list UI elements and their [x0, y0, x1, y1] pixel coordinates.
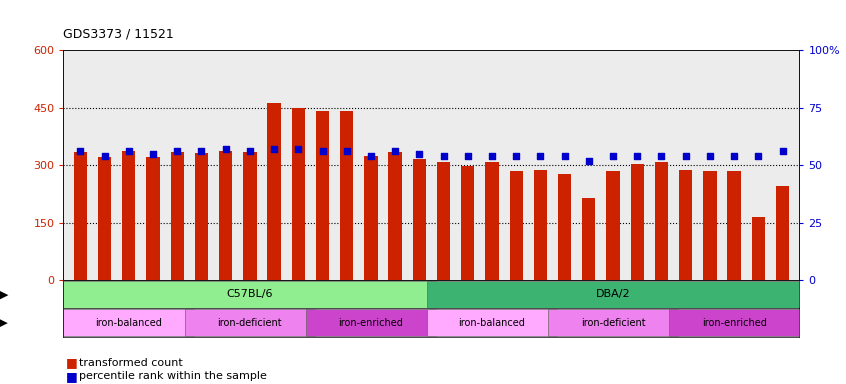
Text: DBA/2: DBA/2: [596, 290, 630, 300]
Bar: [630, 164, 644, 280]
Bar: [776, 186, 789, 280]
Text: strain  ▶: strain ▶: [0, 290, 8, 300]
Point: [558, 153, 571, 159]
Text: GDS3373 / 11521: GDS3373 / 11521: [63, 27, 174, 40]
Bar: [426, 309, 558, 336]
Point: [630, 153, 644, 159]
Bar: [219, 151, 233, 280]
Bar: [195, 153, 208, 280]
Bar: [63, 281, 437, 308]
Point: [582, 157, 596, 164]
Bar: [171, 152, 184, 280]
Point: [171, 148, 184, 154]
Point: [486, 153, 499, 159]
Point: [655, 153, 668, 159]
Bar: [703, 171, 717, 280]
Bar: [365, 156, 377, 280]
Point: [364, 153, 377, 159]
Bar: [122, 151, 135, 280]
Point: [292, 146, 305, 152]
Point: [122, 148, 135, 154]
Point: [388, 148, 402, 154]
Bar: [751, 217, 765, 280]
Bar: [437, 162, 450, 280]
Point: [146, 151, 160, 157]
Point: [509, 153, 523, 159]
Point: [776, 148, 789, 154]
Point: [751, 153, 765, 159]
Point: [243, 148, 256, 154]
Bar: [98, 157, 112, 280]
Text: protocol  ▶: protocol ▶: [0, 318, 8, 328]
Bar: [243, 152, 256, 280]
Bar: [558, 174, 571, 280]
Bar: [146, 157, 160, 280]
Point: [461, 153, 475, 159]
Bar: [316, 111, 329, 280]
Bar: [655, 162, 668, 280]
Bar: [292, 108, 305, 280]
Bar: [426, 281, 799, 308]
Point: [728, 153, 741, 159]
Bar: [668, 309, 799, 336]
Point: [267, 146, 281, 152]
Bar: [679, 170, 692, 280]
Text: ■: ■: [66, 356, 78, 369]
Text: percentile rank within the sample: percentile rank within the sample: [79, 371, 266, 381]
Bar: [184, 309, 316, 336]
Bar: [461, 166, 475, 280]
Text: iron-enriched: iron-enriched: [338, 318, 404, 328]
Point: [534, 153, 547, 159]
Text: iron-balanced: iron-balanced: [459, 318, 525, 328]
Text: C57BL/6: C57BL/6: [227, 290, 273, 300]
Point: [607, 153, 620, 159]
Bar: [728, 171, 741, 280]
Bar: [74, 152, 87, 280]
Text: iron-enriched: iron-enriched: [701, 318, 766, 328]
Text: ■: ■: [66, 370, 78, 383]
Bar: [340, 111, 354, 280]
Text: transformed count: transformed count: [79, 358, 183, 368]
Bar: [305, 309, 437, 336]
Bar: [413, 159, 426, 280]
Point: [195, 148, 208, 154]
Bar: [534, 170, 547, 280]
Point: [74, 148, 87, 154]
Bar: [582, 198, 596, 280]
Bar: [486, 162, 498, 280]
Text: iron-deficient: iron-deficient: [217, 318, 283, 328]
Bar: [267, 103, 281, 280]
Point: [703, 153, 717, 159]
Bar: [388, 152, 402, 280]
Bar: [509, 171, 523, 280]
Point: [413, 151, 426, 157]
Point: [437, 153, 450, 159]
Point: [678, 153, 692, 159]
Point: [316, 148, 329, 154]
Text: iron-balanced: iron-balanced: [96, 318, 162, 328]
Bar: [63, 309, 195, 336]
Bar: [607, 171, 620, 280]
Point: [98, 153, 112, 159]
Bar: [547, 309, 678, 336]
Point: [219, 146, 233, 152]
Point: [340, 148, 354, 154]
Text: iron-deficient: iron-deficient: [580, 318, 645, 328]
